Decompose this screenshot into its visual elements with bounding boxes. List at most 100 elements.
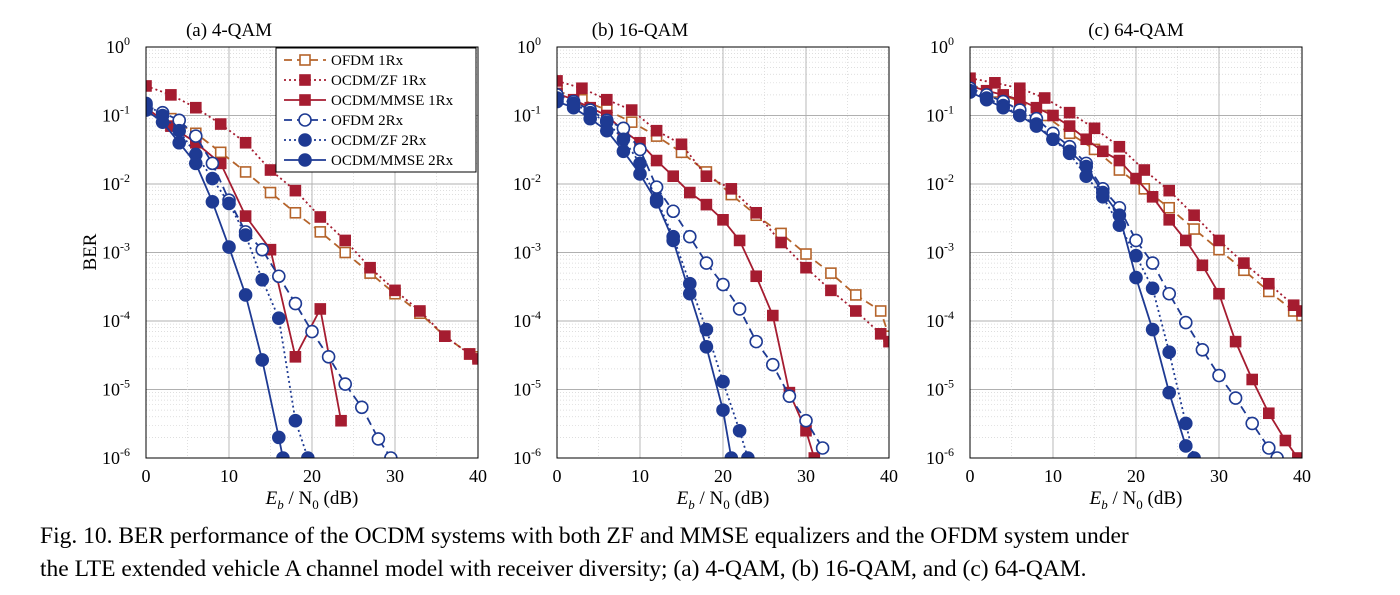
legend-box <box>275 47 477 173</box>
figure-caption: Fig. 10. BER performance of the OCDM sys… <box>40 520 1385 586</box>
legend-label: OCDM/MMSE 1Rx <box>331 93 454 109</box>
data-point <box>165 89 177 101</box>
series-layer <box>146 80 478 458</box>
data-point <box>675 138 688 151</box>
data-point <box>825 267 837 279</box>
legend: OFDM 1Rx OCDM/ZF 1Rx OCDM/MMSE 1Rx OFDM 2Rx… <box>275 47 477 173</box>
data-point <box>1096 185 1110 200</box>
data-point <box>883 335 889 348</box>
data-point <box>766 309 779 322</box>
plot-frame <box>145 46 479 459</box>
x-tick-label: 20 <box>303 466 321 486</box>
data-point <box>1188 209 1200 222</box>
data-point <box>765 357 780 372</box>
plot-frame <box>969 46 1303 459</box>
data-point <box>808 452 821 458</box>
data-point <box>1292 452 1302 458</box>
data-point <box>1145 322 1160 337</box>
data-point <box>264 164 277 176</box>
data-point <box>414 305 426 317</box>
data-point <box>750 206 763 219</box>
data-point <box>189 129 203 143</box>
series-line <box>146 109 284 458</box>
data-point <box>566 100 581 115</box>
data-point <box>1163 214 1175 226</box>
data-point <box>799 413 813 428</box>
panel-title: (c) 64-QAM <box>1088 20 1184 41</box>
y-tick-label: 10-1 <box>926 103 954 126</box>
legend-label: OCDM/ZF 1Rx <box>331 73 427 89</box>
ber-figure: (a) 4-QAM BER 0 10 20 30 4010010-110-210-310… <box>80 20 1311 510</box>
y-tick-label: 10-1 <box>513 103 541 126</box>
data-point <box>616 144 631 159</box>
data-point <box>264 186 277 199</box>
caption-line-1: Fig. 10. BER performance of the OCDM sys… <box>40 523 1129 549</box>
legend-label: OCDM/MMSE 2Rx <box>331 153 454 169</box>
data-point <box>339 246 352 259</box>
data-point <box>205 194 220 209</box>
y-tick-label: 10-2 <box>102 171 130 194</box>
x-tick-label: 40 <box>469 466 487 486</box>
data-point <box>271 311 286 325</box>
data-point <box>289 206 302 219</box>
data-point <box>849 289 862 301</box>
data-point <box>354 400 369 415</box>
panel-title: (b) 16-QAM <box>592 20 689 41</box>
data-point <box>305 324 319 339</box>
y-tick-label: 10-5 <box>926 377 954 400</box>
y-tick-label: 100 <box>930 34 954 57</box>
data-point <box>222 196 236 211</box>
data-point <box>255 353 270 367</box>
data-point <box>775 236 787 249</box>
data-point <box>682 286 697 301</box>
y-tick-label: 10-5 <box>102 377 130 400</box>
data-point <box>599 123 614 138</box>
data-point <box>1047 109 1059 122</box>
data-point <box>733 234 746 247</box>
series-line <box>970 84 1302 317</box>
data-point <box>1046 132 1060 147</box>
data-point <box>1188 223 1200 235</box>
data-point <box>1279 434 1292 447</box>
x-tick-label: 30 <box>797 466 815 486</box>
legend-marker <box>299 94 311 106</box>
data-point <box>1179 439 1193 453</box>
data-point <box>1145 281 1160 296</box>
series-ofdm-2rx <box>557 88 830 455</box>
data-point <box>1129 270 1143 285</box>
data-point <box>699 340 714 354</box>
data-point <box>1245 416 1259 431</box>
data-point <box>1187 451 1201 458</box>
data-point <box>1162 286 1176 301</box>
legend-entry-ocdm-mmse-2rx: OCDM/MMSE 2Rx <box>284 153 454 169</box>
data-point <box>1080 133 1092 146</box>
data-point <box>700 198 713 211</box>
legend-label: OCDM/ZF 2Rx <box>331 133 427 149</box>
legend-marker <box>299 54 311 66</box>
x-axis-label: Eb / N0 (dB) <box>265 488 359 510</box>
data-point <box>1088 122 1101 135</box>
data-point <box>815 441 830 455</box>
data-point <box>255 242 270 257</box>
data-point <box>271 430 286 445</box>
data-point <box>1113 154 1126 167</box>
data-point <box>825 284 837 297</box>
y-tick-label: 100 <box>106 34 130 57</box>
data-point <box>364 261 376 274</box>
y-tick-label: 10-3 <box>102 240 130 263</box>
grid-lines <box>557 47 889 458</box>
data-point <box>1063 106 1076 119</box>
data-point <box>996 100 1011 115</box>
data-point <box>800 261 812 274</box>
data-point <box>1246 373 1258 386</box>
data-point <box>314 303 327 315</box>
data-point <box>1146 191 1159 203</box>
data-point <box>1238 257 1250 269</box>
y-tick-label: 10-6 <box>513 445 541 468</box>
series-ocdm-mmse-2rx <box>146 103 290 458</box>
series-layer <box>557 75 889 458</box>
data-point <box>189 156 203 171</box>
legend-marker <box>298 113 312 127</box>
series-ocdm-mmse-2rx <box>970 85 1193 453</box>
data-point <box>1162 385 1176 400</box>
